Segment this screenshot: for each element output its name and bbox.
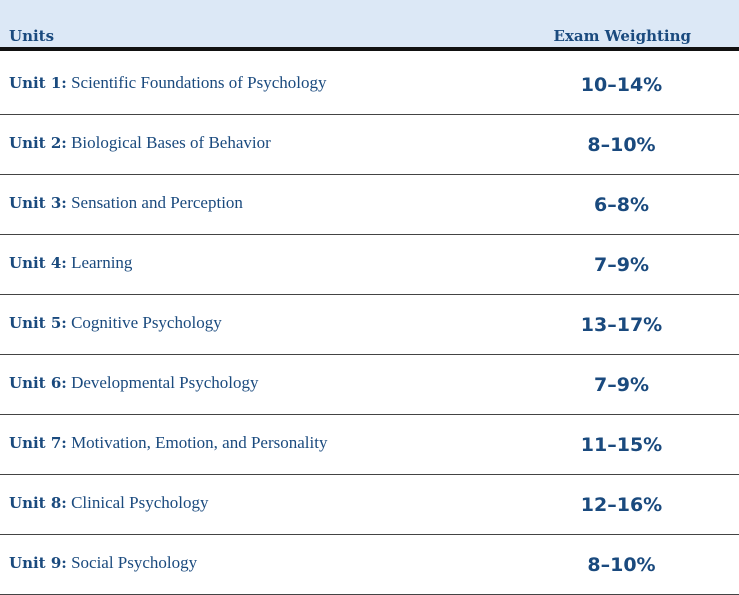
unit-number: Unit 8: [9,494,67,512]
exam-weighting-value: 12–16% [580,494,663,516]
unit-number: Unit 7: [9,434,67,452]
unit-title: Developmental Psychology [71,373,259,392]
table-row: Unit 7: Motivation, Emotion, and Persona… [0,415,739,475]
table-row: Unit 5: Cognitive Psychology 13–17% [0,295,739,355]
unit-title: Scientific Foundations of Psychology [71,73,327,92]
unit-number: Unit 9: [9,554,67,572]
unit-name: Unit 6: Developmental Psychology [9,373,259,393]
exam-weighting-value: 11–15% [580,434,663,456]
unit-name: Unit 2: Biological Bases of Behavior [9,133,271,153]
table-header: Units Exam Weighting [0,0,739,51]
unit-name: Unit 9: Social Psychology [9,553,197,573]
unit-name: Unit 7: Motivation, Emotion, and Persona… [9,433,327,453]
table-row: Unit 8: Clinical Psychology 12–16% [0,475,739,535]
unit-title: Motivation, Emotion, and Personality [71,433,328,452]
exam-weighting-value: 7–9% [594,374,649,396]
unit-title: Cognitive Psychology [71,313,222,332]
units-table-body: Unit 1: Scientific Foundations of Psycho… [0,55,739,595]
exam-weighting-value: 6–8% [594,194,649,216]
unit-name: Unit 5: Cognitive Psychology [9,313,222,333]
unit-number: Unit 1: [9,74,67,92]
table-row: Unit 9: Social Psychology 8–10% [0,535,739,595]
exam-weighting-value: 13–17% [580,314,663,336]
unit-number: Unit 3: [9,194,67,212]
unit-title: Sensation and Perception [71,193,243,212]
table-row: Unit 4: Learning 7–9% [0,235,739,295]
unit-number: Unit 6: [9,374,67,392]
unit-number: Unit 5: [9,314,67,332]
table-row: Unit 3: Sensation and Perception 6–8% [0,175,739,235]
unit-name: Unit 4: Learning [9,253,132,273]
unit-title: Clinical Psychology [71,493,209,512]
unit-name: Unit 8: Clinical Psychology [9,493,208,513]
exam-weighting-value: 8–10% [587,554,656,576]
units-column-header: Units [9,27,55,45]
unit-number: Unit 2: [9,134,67,152]
table-row: Unit 2: Biological Bases of Behavior 8–1… [0,115,739,175]
table-row: Unit 1: Scientific Foundations of Psycho… [0,55,739,115]
exam-weighting-value: 10–14% [580,74,663,96]
unit-number: Unit 4: [9,254,67,272]
table-row: Unit 6: Developmental Psychology 7–9% [0,355,739,415]
unit-title: Learning [71,253,133,272]
unit-name: Unit 1: Scientific Foundations of Psycho… [9,73,327,93]
unit-title: Social Psychology [71,553,198,572]
exam-weighting-value: 7–9% [594,254,649,276]
exam-weighting-value: 8–10% [587,134,656,156]
exam-weighting-column-header: Exam Weighting [553,27,691,45]
unit-title: Biological Bases of Behavior [71,133,271,152]
unit-name: Unit 3: Sensation and Perception [9,193,243,213]
